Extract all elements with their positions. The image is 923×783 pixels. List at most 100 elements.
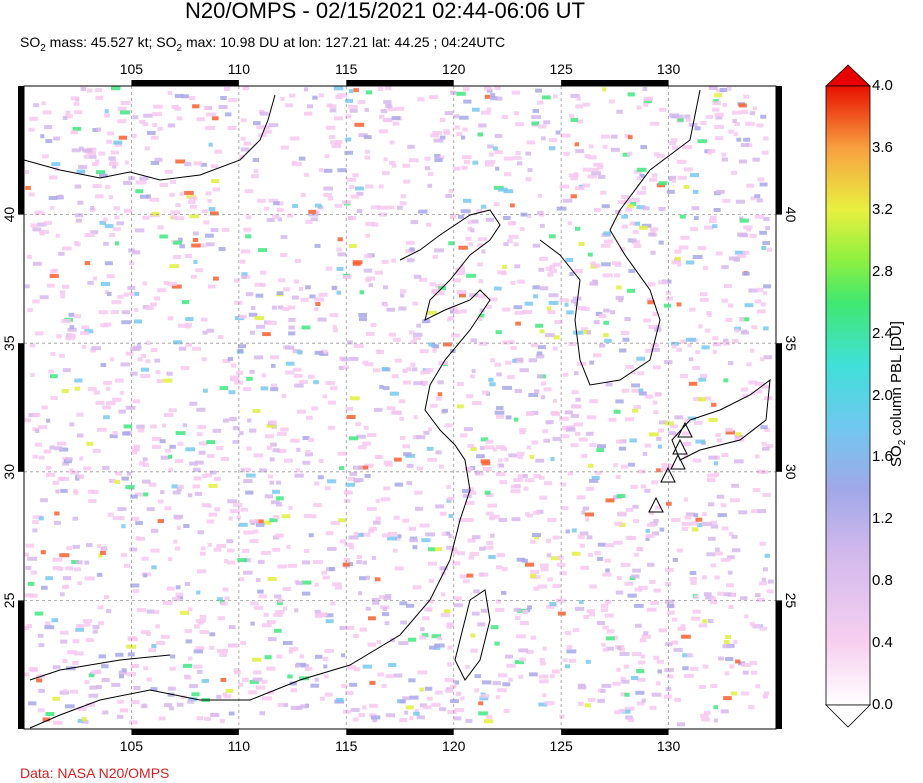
so2-pixel (226, 539, 234, 544)
so2-pixel (656, 468, 661, 473)
so2-pixel (214, 149, 222, 154)
so2-pixel (437, 636, 443, 641)
so2-pixel (84, 233, 95, 237)
so2-pixel (286, 544, 291, 549)
so2-pixel (649, 705, 657, 710)
so2-pixel (242, 677, 249, 682)
so2-pixel (423, 430, 430, 435)
so2-pixel (659, 527, 665, 532)
so2-pixel (38, 516, 44, 521)
so2-pixel (682, 653, 692, 658)
so2-pixel (242, 548, 250, 553)
so2-pixel (240, 249, 251, 254)
so2-pixel (537, 124, 547, 129)
so2-pixel (76, 474, 83, 479)
so2-pixel (586, 330, 592, 335)
so2-pixel (252, 409, 261, 413)
so2-pixel (250, 621, 255, 626)
so2-pixel (112, 164, 117, 169)
so2-pixel (593, 162, 603, 167)
so2-pixel (443, 129, 450, 134)
so2-pixel (713, 705, 718, 710)
so2-pixel (668, 175, 677, 180)
so2-pixel (344, 542, 354, 547)
so2-pixel (244, 189, 254, 194)
so2-pixel (252, 529, 259, 534)
so2-pixel (530, 569, 540, 574)
so2-pixel (529, 454, 535, 459)
so2-pixel (65, 704, 75, 709)
so2-pixel (761, 441, 767, 446)
so2-pixel (490, 358, 495, 363)
so2-pixel (377, 205, 387, 210)
so2-pixel (240, 468, 245, 473)
so2-pixel (165, 448, 172, 453)
so2-pixel (397, 205, 403, 210)
so2-pixel (269, 420, 277, 425)
so2-pixel (72, 639, 80, 644)
so2-pixel (549, 234, 556, 239)
so2-pixel (118, 670, 127, 675)
so2-pixel (749, 233, 757, 238)
so2-pixel (470, 633, 476, 638)
so2-pixel (38, 425, 47, 430)
so2-pixel (95, 159, 100, 164)
so2-pixel (130, 664, 138, 668)
so2-pixel (714, 93, 722, 98)
so2-pixel (251, 174, 259, 179)
so2-pixel (255, 293, 264, 298)
so2-pixel (719, 88, 728, 92)
so2-pixel (118, 409, 126, 414)
so2-pixel (764, 427, 770, 432)
so2-pixel (567, 471, 573, 476)
so2-pixel (416, 715, 425, 720)
so2-pixel (408, 637, 417, 642)
so2-pixel (242, 86, 250, 91)
so2-pixel (689, 666, 699, 671)
so2-pixel (594, 551, 601, 556)
so2-pixel (92, 449, 101, 453)
so2-pixel (523, 486, 529, 491)
so2-pixel (88, 693, 99, 698)
so2-pixel (179, 244, 185, 249)
so2-pixel (110, 310, 119, 315)
so2-pixel (474, 674, 482, 679)
so2-pixel (329, 104, 337, 109)
so2-pixel (157, 288, 167, 293)
so2-pixel (537, 584, 548, 589)
so2-pixel (366, 331, 375, 336)
so2-pixel (685, 118, 692, 123)
so2-pixel (613, 463, 618, 468)
so2-pixel (658, 628, 667, 633)
so2-pixel (365, 184, 374, 189)
so2-pixel (295, 663, 300, 668)
so2-pixel (324, 154, 330, 159)
so2-pixel (632, 230, 639, 234)
so2-pixel (257, 198, 266, 203)
so2-pixel (691, 527, 699, 532)
so2-pixel (69, 422, 75, 427)
so2-pixel (264, 655, 272, 660)
so2-pixel (665, 687, 672, 692)
so2-pixel (579, 531, 589, 536)
so2-pixel (570, 413, 579, 418)
so2-pixel (290, 705, 301, 710)
so2-pixel (259, 711, 265, 716)
so2-pixel (655, 681, 661, 686)
so2-pixel (253, 121, 261, 126)
so2-pixel (424, 607, 433, 612)
so2-pixel (476, 209, 482, 213)
so2-pixel (425, 532, 435, 537)
so2-pixel (263, 520, 272, 525)
so2-pixel (762, 493, 771, 497)
so2-pixel (389, 140, 395, 145)
so2-pixel (420, 380, 428, 385)
so2-pixel (193, 161, 203, 166)
so2-pixel (172, 490, 181, 495)
so2-pixel (645, 348, 652, 353)
so2-pixel (573, 301, 579, 306)
so2-pixel (419, 349, 429, 354)
so2-pixel (551, 669, 560, 674)
so2-pixel (614, 521, 623, 526)
so2-pixel (710, 596, 717, 601)
